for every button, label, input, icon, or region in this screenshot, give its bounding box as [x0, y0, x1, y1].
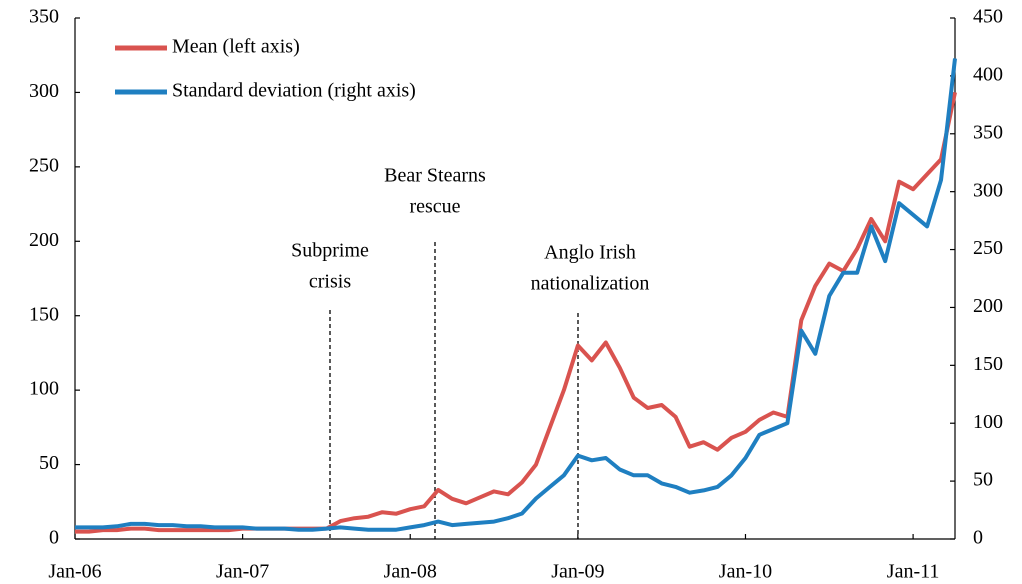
y-tick-label: 50: [39, 452, 59, 474]
y2-tick-label: 400: [973, 63, 1003, 85]
x-tick-label: Jan-11: [887, 561, 940, 583]
x-tick-label: Jan-08: [384, 561, 437, 583]
y2-tick-label: 150: [973, 353, 1003, 375]
legend-label: Mean (left axis): [172, 36, 300, 58]
y2-tick-label: 0: [973, 527, 983, 549]
y-tick-label: 100: [29, 378, 59, 400]
x-tick-label: Jan-07: [216, 561, 269, 583]
y-tick-label: 350: [29, 6, 59, 28]
x-tick-label: Jan-06: [48, 561, 101, 583]
y2-tick-label: 300: [973, 179, 1003, 201]
y2-tick-label: 100: [973, 411, 1003, 433]
y-tick-label: 300: [29, 80, 59, 102]
x-tick-label: Jan-10: [719, 561, 772, 583]
y-tick-label: 0: [49, 527, 59, 549]
annotation-text: rescue: [409, 196, 460, 218]
y2-tick-label: 350: [973, 121, 1003, 143]
y2-tick-label: 450: [973, 6, 1003, 28]
annotation-text: Bear Stearns: [384, 165, 486, 187]
series-line: [75, 58, 957, 532]
y-tick-label: 200: [29, 229, 59, 251]
y-tick-label: 250: [29, 154, 59, 176]
y2-tick-label: 250: [973, 237, 1003, 259]
annotation-text: crisis: [309, 271, 351, 293]
series-line: [75, 91, 957, 534]
annotation-text: Anglo Irish: [544, 242, 636, 264]
y-tick-label: 150: [29, 303, 59, 325]
x-tick-label: Jan-09: [551, 561, 604, 583]
annotation-text: nationalization: [531, 273, 650, 295]
y2-tick-label: 200: [973, 295, 1003, 317]
legend-label: Standard deviation (right axis): [172, 80, 416, 102]
y2-tick-label: 50: [973, 469, 993, 491]
annotation-text: Subprime: [291, 240, 369, 262]
